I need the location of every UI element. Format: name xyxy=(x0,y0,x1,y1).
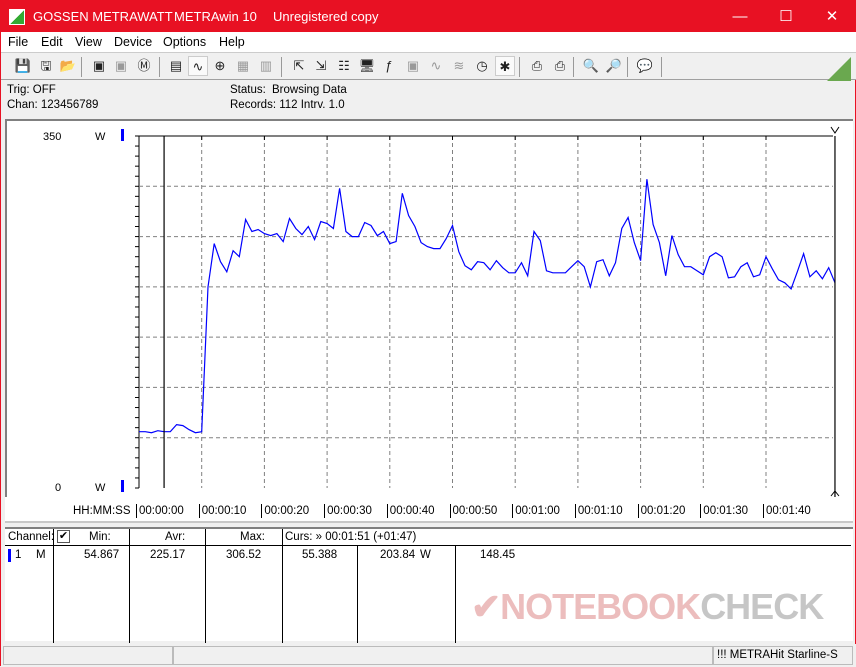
title-bar: GOSSEN METRAWATT METRAwin 10 Unregistere… xyxy=(1,1,856,32)
x-tick-label: 00:00:50 xyxy=(449,504,497,518)
function-icon[interactable]: ƒ xyxy=(385,58,393,73)
x-tick-label: 00:01:10 xyxy=(574,504,623,518)
x-tick-label: 00:00:40 xyxy=(386,504,435,518)
cursor-b-value: 203.84 xyxy=(380,549,416,561)
max-header: Max: xyxy=(240,531,265,543)
wave-icon[interactable]: ∿ xyxy=(430,58,442,73)
min-value: 54.867 xyxy=(84,549,120,561)
multi-wave-icon[interactable]: ≋ xyxy=(453,58,465,73)
cursor-b-bottom-handle-icon xyxy=(830,490,840,497)
x-tick-label: 00:01:20 xyxy=(637,504,685,518)
license-title: Unregistered copy xyxy=(273,9,379,24)
monitor-icon[interactable]: 🖥 xyxy=(358,58,376,73)
status-value: Browsing Data xyxy=(272,84,347,96)
y-bottom-label: 0 xyxy=(55,482,61,494)
device-status: !!! METRAHit Starline-S xyxy=(713,646,853,665)
cursor-crosshair-icon[interactable]: ⊕ xyxy=(214,58,226,73)
x-tick-label: 00:00:20 xyxy=(261,504,309,518)
menu-edit[interactable]: Edit xyxy=(41,35,63,49)
x-tick-label: 00:00:10 xyxy=(198,504,246,518)
display-icon[interactable]: ▤ xyxy=(169,58,183,73)
bug-icon[interactable]: ✱ xyxy=(495,56,515,76)
cursor-b-top-handle-icon xyxy=(830,126,840,134)
device-read-disabled-icon[interactable]: ▣ xyxy=(114,58,128,73)
zoom-wave-icon[interactable]: 🔍 xyxy=(582,58,600,73)
chart-svg[interactable]: 350 W 0 W xyxy=(7,121,853,497)
export-icon[interactable]: ⇱ xyxy=(293,58,305,73)
status-bar: !!! METRAHit Starline-S xyxy=(1,644,856,667)
channel-number: 1 xyxy=(15,549,22,561)
menu-device[interactable]: Device xyxy=(114,35,153,49)
save-as-icon[interactable]: 🖫 xyxy=(40,58,52,73)
cursor-a-value: 55.388 xyxy=(302,549,338,561)
save-icon[interactable]: 💾 xyxy=(14,58,32,73)
avr-header: Avr: xyxy=(165,531,186,543)
import-icon[interactable]: ⇲ xyxy=(315,58,327,73)
chart-panel[interactable]: 350 W 0 W xyxy=(5,119,853,497)
channel-table: Channel: ✔ Min: Avr: Max: Curs: » 00:01:… xyxy=(5,527,853,643)
y-unit-bottom: W xyxy=(95,482,106,494)
x-axis-title: HH:MM:SS xyxy=(73,505,131,517)
memory-read-icon[interactable]: Ⓜ xyxy=(137,58,151,73)
channel-marker-top xyxy=(121,129,124,141)
config-icon[interactable]: ☷ xyxy=(338,58,350,73)
x-tick-label: 00:00:30 xyxy=(324,504,372,518)
min-header: Min: xyxy=(89,531,111,543)
channel-type: M xyxy=(36,549,46,561)
data-series-line xyxy=(139,179,836,434)
x-tick-label: 00:01:00 xyxy=(512,504,560,518)
app-title: METRAwin 10 xyxy=(174,9,257,24)
brand-title: GOSSEN METRAWATT xyxy=(33,9,173,24)
y-unit-top: W xyxy=(95,131,106,143)
y-top-label: 350 xyxy=(43,131,61,143)
comment-icon[interactable]: 💬 xyxy=(636,58,654,73)
x-tick-label: 00:01:30 xyxy=(700,504,748,518)
menu-view[interactable]: View xyxy=(75,35,102,49)
histogram-icon[interactable]: ▥ xyxy=(259,58,273,73)
menu-options[interactable]: Options xyxy=(163,35,207,49)
avr-value: 225.17 xyxy=(150,549,186,561)
open-icon[interactable]: 📂 xyxy=(59,58,77,73)
cursor-b-unit: W xyxy=(420,549,431,561)
toolbar: 💾 🖫 📂 ▣ ▣ Ⓜ ▤ ∿ ⊕ ▦ ▥ ⇱ ⇲ ☷ 🖥 ƒ ▣ ∿ ≋ ◷ ✱ ⎙ ⎙ 🔍 🔎 💬 xyxy=(1,52,856,81)
trigger-status: Trig: OFF xyxy=(7,84,56,96)
menu-bar: File Edit View Device Options Help xyxy=(1,32,856,52)
channel-header: Channel: xyxy=(8,531,55,543)
clock-icon[interactable]: ◷ xyxy=(476,58,488,73)
device-icon[interactable]: ▣ xyxy=(406,58,420,73)
table-view-icon[interactable]: ▦ xyxy=(236,58,250,73)
menu-file[interactable]: File xyxy=(8,35,29,49)
channel-marker-bottom xyxy=(121,480,124,492)
print-icon[interactable]: ⎙ xyxy=(531,58,543,73)
channel-checkbox[interactable]: ✔ xyxy=(57,530,70,543)
x-tick-label: 00:00:00 xyxy=(136,504,184,518)
chart-view-icon[interactable]: ∿ xyxy=(188,56,208,76)
status-label: Status: xyxy=(230,84,266,96)
cursor-diff-value: 148.45 xyxy=(480,549,516,561)
device-read-icon[interactable]: ▣ xyxy=(92,58,106,73)
x-tick-label: 00:01:40 xyxy=(763,504,811,518)
close-button[interactable]: ✕ xyxy=(825,8,839,25)
channel-list: Chan: 123456789 xyxy=(7,99,99,111)
zoom-sine-icon[interactable]: 🔎 xyxy=(605,58,623,73)
channel-color-marker xyxy=(8,549,11,562)
signal-indicator-icon xyxy=(827,57,851,81)
cursor-header: Curs: » 00:01:51 (+01:47) xyxy=(285,531,417,543)
x-axis-labels: HH:MM:SS 00:00:00 00:00:10 00:00:20 00:00:3… xyxy=(5,497,853,523)
records-info: Records: 112 Intrv. 1.0 xyxy=(230,99,345,111)
menu-help[interactable]: Help xyxy=(219,35,245,49)
app-logo-icon xyxy=(9,9,25,25)
minimize-button[interactable]: — xyxy=(732,8,748,25)
max-value: 306.52 xyxy=(226,549,262,561)
maximize-button[interactable]: ☐ xyxy=(779,8,793,25)
watermark-logo: ✔NOTEBOOKCHECK xyxy=(471,586,824,627)
print-setup-icon[interactable]: ⎙ xyxy=(554,58,566,73)
